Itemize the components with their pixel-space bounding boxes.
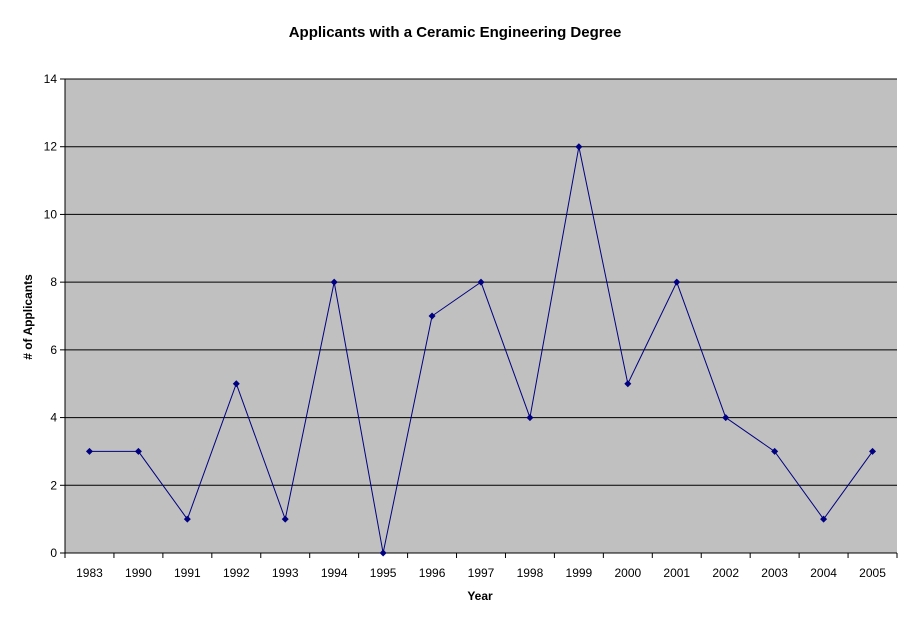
data-point [379, 549, 387, 557]
x-tick-label: 2004 [810, 566, 837, 580]
data-point [477, 278, 485, 286]
y-tick-label: 10 [44, 207, 58, 221]
y-tick-label: 12 [44, 140, 58, 154]
y-tick-label: 8 [50, 275, 57, 289]
data-point [771, 447, 779, 455]
x-tick-label: 1994 [321, 566, 348, 580]
x-tick-label: 1996 [419, 566, 446, 580]
x-tick-label: 2001 [663, 566, 690, 580]
y-axis-label: # of Applicants [21, 274, 35, 360]
data-point [820, 515, 828, 523]
data-point [575, 143, 583, 151]
x-axis-label: Year [467, 589, 493, 603]
x-tick-label: 1992 [223, 566, 250, 580]
data-point [330, 278, 338, 286]
axes [60, 78, 898, 558]
x-tick-label: 1990 [125, 566, 152, 580]
x-tick-label: 2003 [761, 566, 788, 580]
data-point [134, 447, 142, 455]
series-layer [85, 143, 877, 557]
data-point [869, 447, 877, 455]
data-point [85, 447, 93, 455]
y-tick-labels: 0 2 4 6 8 10 12 14 [44, 72, 58, 560]
x-tick-label: 1999 [566, 566, 593, 580]
data-point [232, 380, 240, 388]
gridlines [65, 78, 897, 486]
data-point [526, 414, 534, 422]
x-tick-label: 1997 [468, 566, 495, 580]
x-tick-label: 1995 [370, 566, 397, 580]
y-tick-label: 14 [44, 72, 58, 86]
x-tick-label: 1991 [174, 566, 201, 580]
x-tick-label: 2000 [614, 566, 641, 580]
x-tick-labels: 1983 1990 1991 1992 1993 1994 1995 1996 1997 1998… [76, 566, 886, 580]
data-point [183, 515, 191, 523]
y-tick-label: 4 [50, 411, 57, 425]
data-point [624, 380, 632, 388]
y-tick-label: 2 [50, 478, 57, 492]
x-tick-label: 1998 [517, 566, 544, 580]
data-point [281, 515, 289, 523]
data-point [673, 278, 681, 286]
plot-area [65, 79, 897, 553]
data-point [722, 414, 730, 422]
data-point [428, 312, 436, 320]
x-tick-label: 1983 [76, 566, 103, 580]
x-tick-label: 1993 [272, 566, 299, 580]
y-tick-label: 0 [50, 546, 57, 560]
y-tick-label: 6 [50, 343, 57, 357]
chart-title: Applicants with a Ceramic Engineering De… [289, 24, 622, 41]
x-tick-label: 2002 [712, 566, 739, 580]
x-tick-label: 2005 [859, 566, 886, 580]
